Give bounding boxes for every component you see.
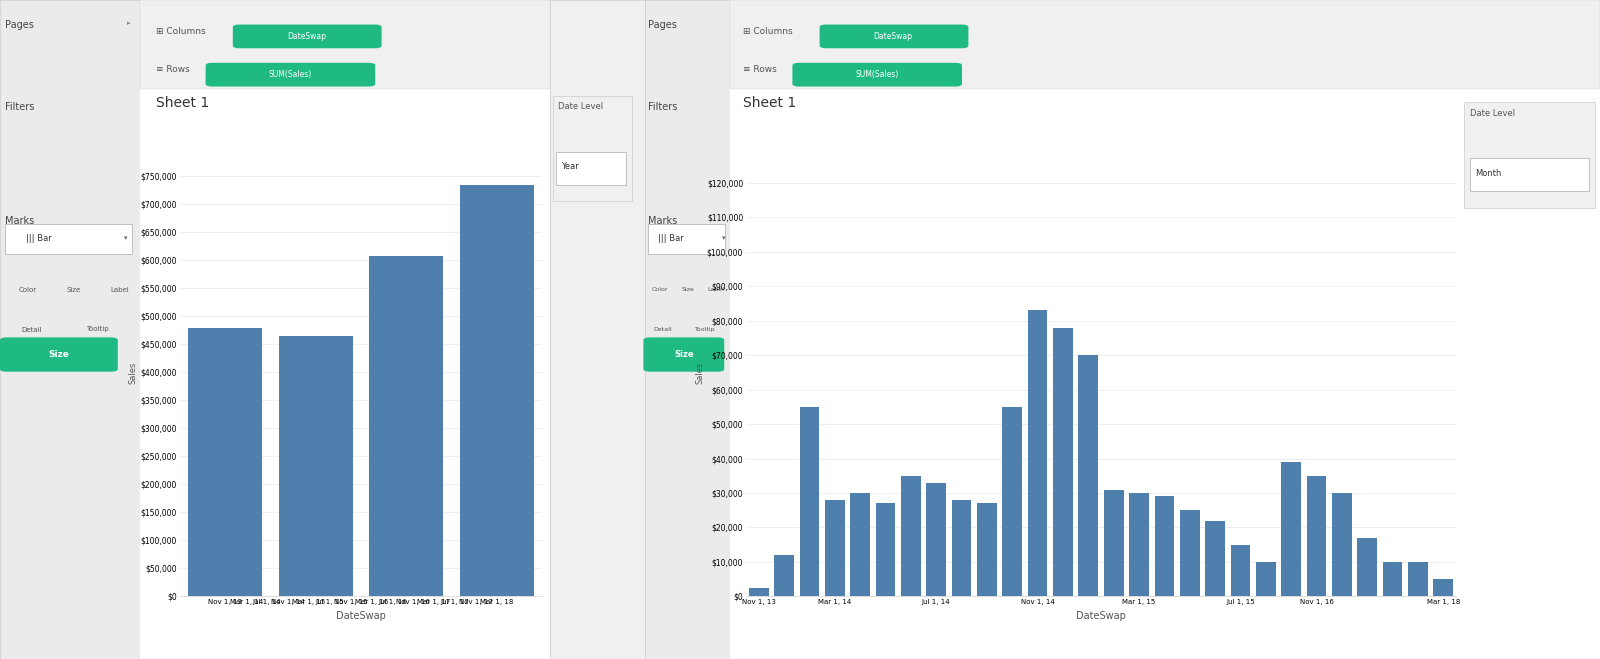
Text: Tooltip: Tooltip <box>694 327 715 332</box>
Text: ▾: ▾ <box>123 235 126 242</box>
Bar <box>1333 493 1352 596</box>
Text: Marks: Marks <box>648 216 677 226</box>
Bar <box>5 224 131 254</box>
Text: ||| Bar: ||| Bar <box>658 234 683 243</box>
Text: Tooltip: Tooltip <box>86 326 109 333</box>
Text: Date Level: Date Level <box>558 102 603 111</box>
Y-axis label: Sales: Sales <box>130 361 138 384</box>
Bar <box>189 328 262 596</box>
Text: Pages: Pages <box>5 20 34 30</box>
Text: SUM(Sales): SUM(Sales) <box>269 70 312 79</box>
Bar <box>1382 562 1403 596</box>
Bar <box>875 503 896 596</box>
Bar <box>730 0 1600 659</box>
Bar <box>0 0 141 659</box>
Bar <box>1256 562 1275 596</box>
Bar <box>459 185 534 596</box>
Text: Sheet 1: Sheet 1 <box>155 96 210 109</box>
Bar <box>749 588 768 596</box>
Text: DateSwap: DateSwap <box>286 32 326 41</box>
FancyBboxPatch shape <box>819 24 968 48</box>
Bar <box>1230 545 1250 596</box>
Text: Pages: Pages <box>648 20 677 30</box>
Y-axis label: Sales: Sales <box>694 361 704 384</box>
Bar <box>1408 562 1427 596</box>
Bar <box>370 256 443 596</box>
Bar <box>774 555 794 596</box>
Text: Color: Color <box>651 287 669 293</box>
Bar <box>1155 496 1174 596</box>
Text: ||| Bar: ||| Bar <box>26 234 51 243</box>
Bar <box>1464 102 1595 208</box>
Text: Detail: Detail <box>22 326 42 333</box>
Bar <box>1434 579 1453 596</box>
Bar <box>1104 490 1123 596</box>
Bar <box>901 476 920 596</box>
Bar <box>1470 158 1589 191</box>
X-axis label: DateSwap: DateSwap <box>1077 611 1126 621</box>
Text: ▾: ▾ <box>722 235 725 242</box>
Text: Size: Size <box>48 350 69 359</box>
Bar <box>1205 521 1226 596</box>
Bar <box>826 500 845 596</box>
Text: Marks: Marks <box>5 216 34 226</box>
Text: ≡ Rows: ≡ Rows <box>742 65 776 74</box>
Text: Month: Month <box>1475 169 1501 178</box>
Bar <box>800 407 819 596</box>
Text: Size: Size <box>674 350 694 359</box>
FancyBboxPatch shape <box>205 63 376 86</box>
Text: ▸: ▸ <box>126 20 130 26</box>
Bar <box>645 0 730 659</box>
Text: SUM(Sales): SUM(Sales) <box>856 70 899 79</box>
Bar <box>1307 476 1326 596</box>
Text: Size: Size <box>682 287 694 293</box>
Text: Date Level: Date Level <box>1470 109 1515 118</box>
Bar <box>554 96 632 201</box>
Text: Label: Label <box>110 287 130 293</box>
Text: ≡ Rows: ≡ Rows <box>155 65 190 74</box>
Text: Detail: Detail <box>653 327 672 332</box>
Bar <box>278 336 354 596</box>
Bar <box>1130 493 1149 596</box>
Bar <box>1357 538 1378 596</box>
Bar <box>1282 462 1301 596</box>
Bar <box>850 493 870 596</box>
Text: Filters: Filters <box>5 102 34 112</box>
Text: DateSwap: DateSwap <box>874 32 912 41</box>
Bar <box>1179 510 1200 596</box>
Bar <box>1053 328 1074 596</box>
Bar <box>730 0 1600 89</box>
Bar <box>1078 355 1098 596</box>
Bar <box>978 503 997 596</box>
FancyBboxPatch shape <box>792 63 962 86</box>
Bar <box>648 224 725 254</box>
Text: Color: Color <box>19 287 37 293</box>
Bar <box>952 500 971 596</box>
Bar <box>926 482 946 596</box>
FancyBboxPatch shape <box>643 337 725 372</box>
Text: Size: Size <box>67 287 82 293</box>
Bar <box>1002 407 1022 596</box>
Text: Sheet 1: Sheet 1 <box>742 96 797 109</box>
Text: Year: Year <box>562 162 579 171</box>
X-axis label: DateSwap: DateSwap <box>336 611 386 621</box>
Bar <box>550 0 645 659</box>
Text: ⊞ Columns: ⊞ Columns <box>742 26 792 36</box>
FancyBboxPatch shape <box>234 24 381 48</box>
FancyBboxPatch shape <box>0 337 118 372</box>
Bar <box>557 152 626 185</box>
Text: ⊞ Columns: ⊞ Columns <box>155 26 206 36</box>
Bar <box>1027 310 1048 596</box>
Text: Label: Label <box>707 287 725 293</box>
Text: Filters: Filters <box>648 102 677 112</box>
Bar <box>141 0 550 659</box>
Bar <box>141 0 550 89</box>
